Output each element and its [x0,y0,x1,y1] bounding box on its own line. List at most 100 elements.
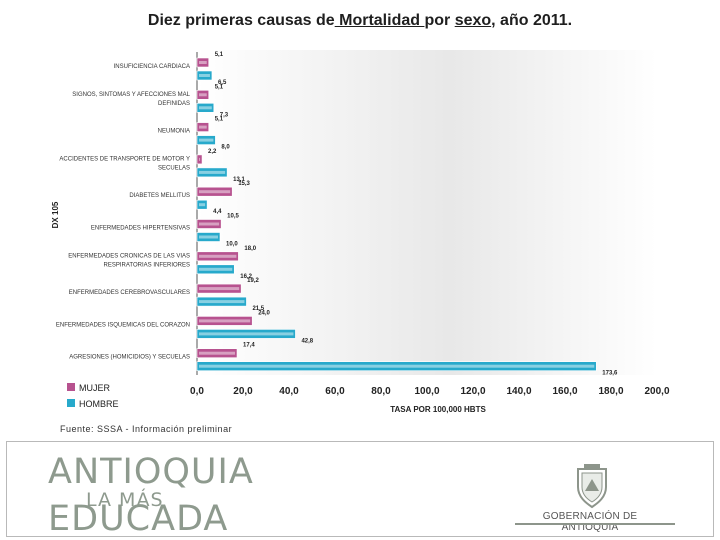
gobernacion-logo: GOBERNACIÓN DE ANTIOQUIA [515,461,675,533]
x-tick-label: 0,0 [190,386,204,397]
gobernacion-text: GOBERNACIÓN DE ANTIOQUIA [542,511,638,533]
bar-mujer [196,90,210,100]
plot-background [197,50,657,375]
chart-title: Diez primeras causas de Mortalidad por s… [0,12,720,30]
title-mortalidad: Mortalidad [334,12,425,29]
data-label: 5,1 [215,117,224,123]
x-tick-label: 40,0 [279,386,299,397]
category-label: DIABETES MELLITUS [129,193,190,199]
legend-label-hombre: HOMBRE [79,399,119,409]
bar-hombre [196,199,208,210]
bar-hombre [196,135,216,145]
bar-chart: 0,0 20,0 40,0 60,0 80,0 100,0 120,0 140,0 160,0 1… [51,50,670,414]
source-note: Fuente: SSSA - Información preliminar [60,424,233,434]
data-label: 16,2 [240,274,252,280]
data-label: 7,3 [220,112,229,118]
x-tick-label: 140,0 [506,386,531,397]
title-prefix: Diez primeras causas de [147,12,335,29]
bar-highlight [199,222,220,226]
bar-highlight [199,170,226,174]
bar-highlight [199,203,206,207]
bar-mujer [196,348,238,359]
data-label: 15,3 [238,181,250,187]
data-label: 24,0 [258,310,270,316]
data-label: 19,2 [247,278,259,284]
category-label: SECUELAS [158,165,190,171]
bar-highlight [199,125,207,129]
data-label: 21,5 [252,306,264,312]
bar-highlight [199,267,233,271]
data-label: 4,4 [213,209,222,215]
x-tick-label: 60,0 [325,386,345,397]
logo-line-3: EDUCADA [48,499,229,539]
category-label: SIGNOS, SINTOMAS Y AFECCIONES MAL [72,92,190,98]
data-label: 17,4 [243,343,255,349]
bar-highlight [199,287,240,291]
data-label: 10,5 [227,214,239,220]
bar-mujer [196,283,242,294]
logo-line-2: LA MÁS [86,489,164,511]
legend-swatch-mujer [67,383,75,391]
bar-highlight [199,319,251,323]
bar-highlight [199,138,214,142]
title-por: por [424,12,451,29]
x-tick-label: 200,0 [644,386,669,397]
data-label: 18,0 [244,246,256,252]
title-sexo: sexo [454,12,492,29]
category-label: NEUMONIA [158,129,190,135]
x-tick-label: 180,0 [598,386,623,397]
category-label: ACCIDENTES DE TRANSPORTE DE MOTOR Y [59,156,190,162]
antioquia-logo: ANTIOQUIA LA MÁS EDUCADA [48,452,253,539]
bar-mujer [196,122,210,132]
category-label: ENFERMEDADES ISQUEMICAS DEL CORAZON [56,322,190,328]
x-tick-label: 120,0 [460,386,485,397]
title-suffix: , año 2011. [491,12,573,29]
legend-label-mujer: MUJER [79,383,110,393]
bar-hombre [196,296,247,307]
logo-line-1: ANTIOQUIA [48,452,254,492]
bar-hombre [196,361,597,372]
bar-highlight [199,332,294,336]
gobernacion-underline [515,523,675,525]
data-label: 173,6 [602,371,618,377]
legend-swatch-hombre [67,399,75,407]
data-label: 5,1 [215,52,224,58]
category-label: ENFERMEDADES CEREBROVASCULARES [69,290,190,296]
bar-mujer [196,154,203,165]
data-label: 42,8 [301,338,313,344]
bar-highlight [199,93,207,97]
bar-highlight [199,300,245,304]
bar-hombre [196,103,215,113]
bar-mujer [196,251,239,262]
bar-highlight [199,106,212,110]
category-label: RESPIRATORIAS INFERIORES [104,262,190,268]
category-label: AGRESIONES (HOMICIDIOS) Y SECUELAS [69,355,190,361]
coat-of-arms-icon [577,464,607,509]
data-label: 10,0 [226,242,238,248]
bar-hombre [196,167,228,178]
y-axis-title: DX 105 [51,201,60,228]
bar-mujer [196,219,222,229]
data-label: 13,1 [233,177,245,183]
bar-highlight [199,61,207,64]
bar-hombre [196,264,235,275]
bar-hombre [196,70,213,81]
bar-highlight [199,235,218,239]
data-label: 6,5 [218,80,227,86]
x-axis-title: TASA POR 100,000 HBTS [390,405,486,414]
bar-highlight [199,157,201,161]
bar-hombre [196,329,296,339]
category-label: ENFERMEDADES HIPERTENSIVAS [91,226,190,232]
bar-highlight [199,254,237,258]
legend: MUJER HOMBRE [67,383,119,409]
x-tick-label: 160,0 [552,386,577,397]
bar-mujer [196,316,253,326]
x-tick-label: 80,0 [371,386,391,397]
bar-mujer [196,57,210,68]
bar-mujer [196,186,233,197]
data-label: 5,1 [215,84,224,90]
x-tick-label: 100,0 [414,386,439,397]
bar-highlight [199,190,231,194]
bar-highlight [199,351,236,355]
